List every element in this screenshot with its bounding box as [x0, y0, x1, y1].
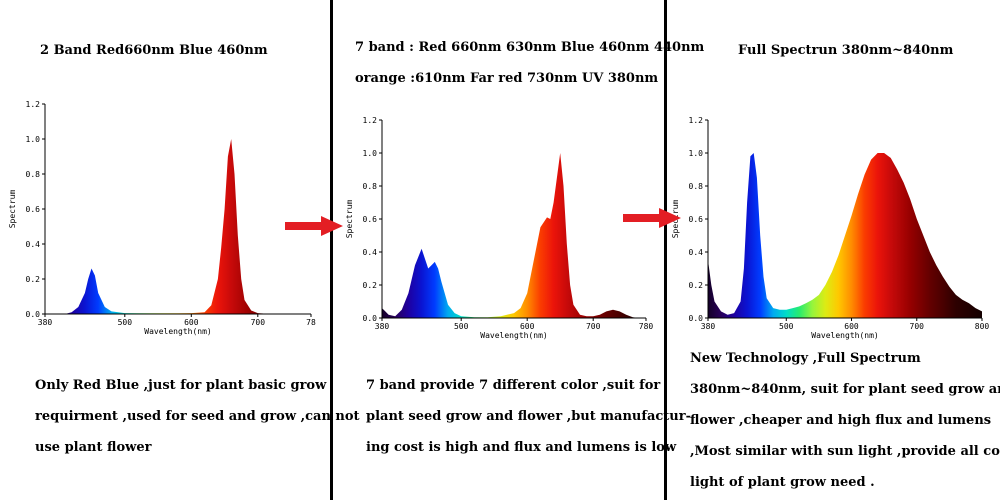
desc-line: 380nm~840nm, suit for plant seed grow an…	[690, 382, 1000, 397]
x-tick-label: 600	[844, 322, 859, 331]
desc-line: ,Most similar with sun light ,provide al…	[690, 444, 1000, 459]
x-axis-label: Wavelength(nm)	[811, 331, 878, 340]
y-tick-label: 0.0	[689, 314, 704, 323]
panel-description: New Technology ,Full Spectrum 380nm~840n…	[690, 343, 1000, 498]
x-tick-label: 780	[639, 322, 654, 331]
spectrum-chart-full-spectrum: 0.0 0.2 0.4 0.6 0.8 1.0 1.2 380 500 600 700 800 Wave…	[671, 116, 990, 340]
panel-title: Full Spectrun 380nm~840nm	[738, 43, 953, 58]
spectrum-area	[708, 153, 982, 318]
x-tick-label: 78	[306, 318, 316, 327]
y-tick-label: 1.0	[26, 135, 41, 144]
panel-divider	[664, 0, 667, 500]
y-tick-label: 0.6	[26, 205, 41, 214]
spectrum-chart-2-band: 0.0 0.2 0.4 0.6 0.8 1.0 1.2 380 500 600 700 78 Wavel…	[8, 100, 316, 336]
y-tick-label: 0.0	[26, 310, 41, 319]
x-axis-label: Wavelength(nm)	[144, 327, 211, 336]
spectrum-chart-7-band: 0.0 0.2 0.4 0.6 0.8 1.0 1.2 380 500 600 700 780 Wave…	[345, 116, 654, 340]
panel-description: Only Red Blue ,just for plant basic grow…	[35, 370, 360, 463]
x-tick-label: 700	[586, 322, 601, 331]
y-tick-label: 0.4	[363, 248, 378, 257]
x-tick-label: 380	[38, 318, 53, 327]
spectrum-area	[382, 153, 646, 318]
panel-title-line: orange :610nm Far red 730nm UV 380nm	[355, 71, 659, 86]
panel-7-band: 7 band : Red 660nm 630nm Blue 460nm 440n…	[333, 0, 704, 500]
desc-line: use plant flower	[35, 440, 152, 455]
x-axis-label: Wavelength(nm)	[480, 331, 547, 340]
desc-line: New Technology ,Full Spectrum	[690, 351, 921, 366]
spectrum-area	[64, 139, 311, 314]
arrow-right-icon	[623, 208, 681, 228]
y-tick-label: 1.0	[363, 149, 378, 158]
y-tick-label: 0.0	[363, 314, 378, 323]
panel-title: 7 band : Red 660nm 630nm Blue 460nm 440n…	[355, 32, 704, 94]
desc-line: ing cost is high and flux and lumens is …	[366, 440, 677, 455]
y-axis-label: Spectrum	[8, 190, 17, 229]
desc-line: 7 band provide 7 different color ,suit f…	[366, 378, 661, 393]
panel-title: 2 Band Red660nm Blue 460nm	[40, 43, 268, 58]
x-tick-label: 600	[184, 318, 199, 327]
y-axis-label: Spectrum	[345, 200, 354, 239]
y-tick-label: 0.2	[363, 281, 378, 290]
panel-2-band: 2 Band Red660nm Blue 460nm 0.0 0.2 0.4 0.6 0…	[0, 0, 360, 500]
panel-title-line: Full Spectrun 380nm~840nm	[738, 43, 954, 58]
x-tick-label: 500	[779, 322, 794, 331]
desc-line: plant seed grow and flower ,but manufact…	[366, 409, 691, 424]
desc-line: requirment ,used for seed and grow ,can …	[35, 409, 360, 424]
y-tick-label: 0.8	[26, 170, 41, 179]
x-tick-label: 380	[375, 322, 390, 331]
y-tick-label: 1.0	[689, 149, 704, 158]
arrow-right-icon	[285, 216, 343, 236]
y-tick-label: 0.2	[689, 281, 704, 290]
panel-title-line: 2 Band Red660nm Blue 460nm	[40, 43, 268, 58]
desc-line: light of plant grow need .	[690, 475, 875, 490]
y-tick-label: 1.2	[363, 116, 378, 125]
y-tick-label: 0.6	[689, 215, 704, 224]
x-tick-label: 700	[251, 318, 266, 327]
y-tick-label: 0.2	[26, 275, 41, 284]
x-tick-label: 800	[975, 322, 990, 331]
y-tick-label: 0.6	[363, 215, 378, 224]
desc-line: Only Red Blue ,just for plant basic grow	[35, 378, 327, 393]
x-tick-label: 380	[701, 322, 716, 331]
panel-title-line: 7 band : Red 660nm 630nm Blue 460nm 440n…	[355, 40, 705, 55]
y-tick-label: 0.8	[689, 182, 704, 191]
y-tick-label: 0.4	[689, 248, 704, 257]
y-tick-label: 0.4	[26, 240, 41, 249]
panel-divider	[330, 0, 333, 500]
x-tick-label: 500	[118, 318, 133, 327]
y-tick-label: 1.2	[26, 100, 41, 109]
x-tick-label: 600	[520, 322, 535, 331]
panel-full-spectrum: Full Spectrun 380nm~840nm 0.0 0.2 0.4 0.6 0.…	[667, 0, 1000, 500]
x-tick-label: 700	[910, 322, 925, 331]
y-tick-label: 0.8	[363, 182, 378, 191]
desc-line: flower ,cheaper and high flux and lumens	[690, 413, 992, 428]
panel-description: 7 band provide 7 different color ,suit f…	[366, 370, 691, 463]
x-tick-label: 500	[454, 322, 469, 331]
y-tick-label: 1.2	[689, 116, 704, 125]
